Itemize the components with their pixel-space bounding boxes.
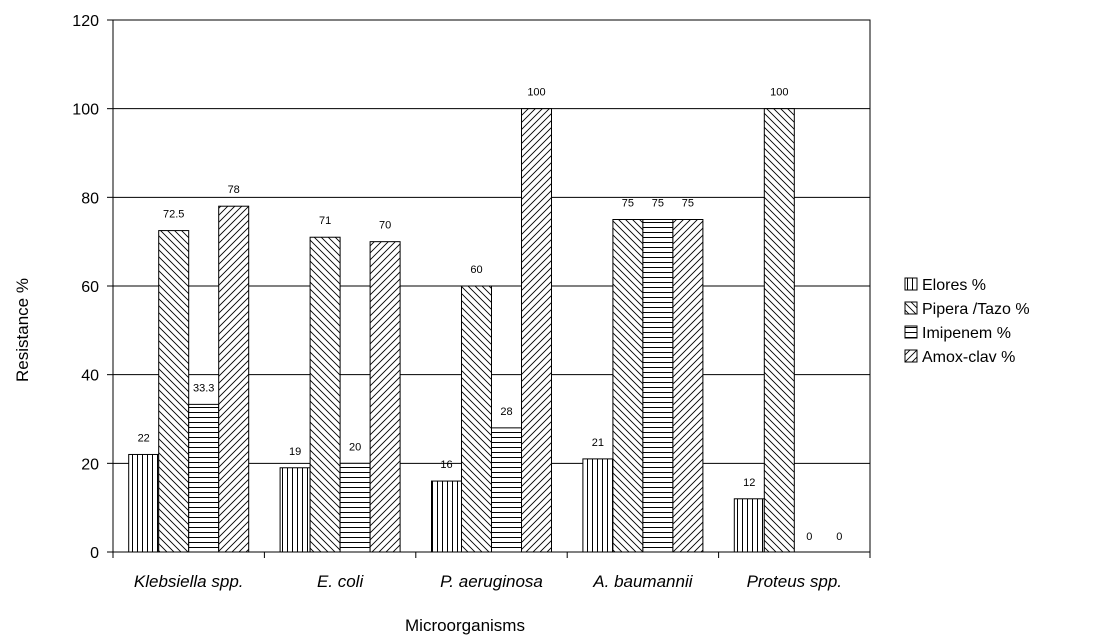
data-label: 16	[440, 459, 452, 471]
x-category-label: P. aeruginosa	[440, 572, 543, 591]
data-label: 22	[138, 432, 150, 444]
bar-0-0	[128, 453, 160, 553]
bar-2-3	[521, 108, 552, 553]
data-label: 75	[652, 198, 664, 210]
y-tick-label: 20	[81, 456, 99, 473]
legend-swatch	[904, 301, 918, 315]
data-label: 70	[379, 220, 391, 232]
x-category-label: Proteus spp.	[747, 572, 842, 591]
bar-4-1	[763, 108, 795, 553]
legend-label: Imipenem %	[922, 325, 1011, 342]
data-label: 71	[319, 215, 331, 227]
data-label: 0	[806, 531, 812, 543]
data-label: 78	[228, 184, 240, 196]
data-label: 0	[836, 531, 842, 543]
data-label: 20	[349, 441, 361, 453]
x-category-labels: Klebsiella spp. E. coli P. aeruginosa A. ba…	[134, 572, 842, 591]
data-label: 100	[527, 87, 545, 99]
legend-label: Amox-clav %	[922, 349, 1015, 366]
bars	[128, 108, 795, 553]
legend-label: Pipera /Tazo %	[922, 301, 1030, 318]
bar-3-2	[642, 219, 674, 553]
data-label: 28	[500, 406, 512, 418]
bar-3-3	[672, 219, 704, 553]
x-category-label: E. coli	[317, 572, 365, 591]
bar-0-2	[188, 403, 220, 553]
bar-0-3	[218, 205, 250, 553]
bar-2-0	[431, 480, 462, 553]
data-label: 75	[622, 198, 634, 210]
y-tick-label: 60	[81, 279, 99, 296]
bar-4-0	[733, 498, 765, 553]
data-label: 33.3	[193, 382, 214, 394]
bar-2-1	[461, 285, 492, 553]
bar-3-0	[582, 458, 614, 553]
data-label: 19	[289, 446, 301, 458]
data-label: 21	[592, 437, 604, 449]
data-labels: 22 72.5 33.3 78 19 71 20 70 16 60 28 100 21 75 75 75 12 1…	[138, 87, 843, 543]
x-axis-title: Microorganisms	[405, 616, 525, 635]
x-category-label: A. baumannii	[592, 572, 693, 591]
bar-1-1	[309, 236, 341, 553]
y-tick-label: 80	[81, 190, 99, 207]
data-label: 75	[682, 198, 694, 210]
y-tick-label: 40	[81, 368, 99, 385]
x-category-label: Klebsiella spp.	[134, 572, 244, 591]
data-label: 12	[743, 477, 755, 489]
legend-swatch	[904, 349, 918, 363]
data-label: 60	[470, 264, 482, 276]
bar-2-2	[491, 427, 522, 553]
legend-label: Elores %	[922, 277, 986, 294]
y-axis-title: Resistance %	[13, 278, 32, 382]
legend-swatch	[904, 277, 918, 291]
bar-3-1	[612, 219, 644, 553]
bar-1-2	[339, 462, 371, 553]
data-label: 72.5	[163, 209, 184, 221]
bar-1-0	[279, 467, 311, 553]
y-tick-labels: 0 20 40 60 80 100 120	[72, 13, 113, 562]
bar-0-1	[158, 230, 190, 553]
legend: Elores % Pipera /Tazo % Imipenem % Amox-cla…	[904, 277, 1030, 366]
bar-1-3	[369, 241, 401, 553]
data-label: 100	[770, 87, 788, 99]
y-tick-label: 120	[72, 13, 99, 30]
legend-swatch	[904, 325, 918, 339]
y-tick-label: 100	[72, 102, 99, 119]
y-tick-label: 0	[90, 545, 99, 562]
